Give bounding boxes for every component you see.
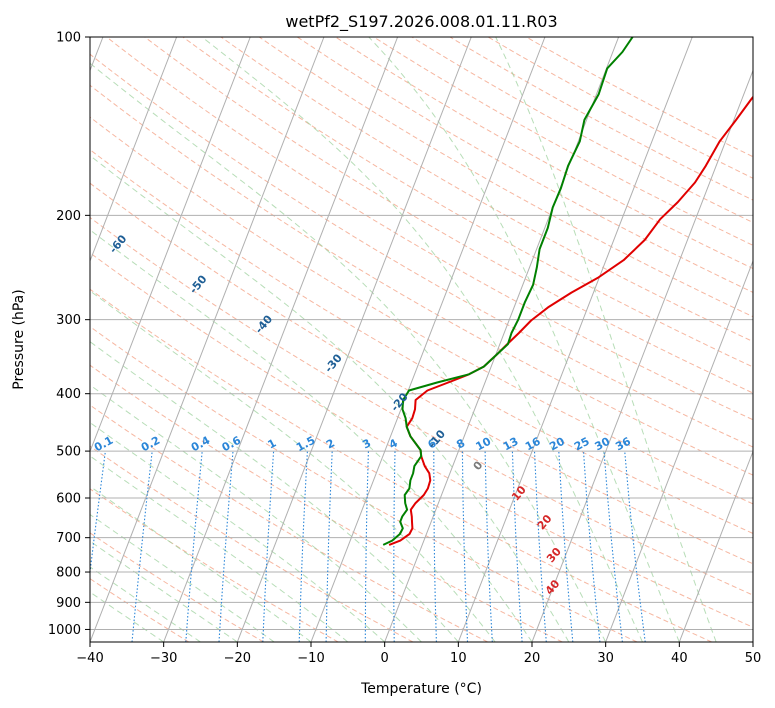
mixing-ratio-label: 16 <box>523 435 543 454</box>
moist-adiabat <box>90 421 386 642</box>
moist-adiabat <box>90 290 496 642</box>
mixing-ratio-line <box>624 451 646 642</box>
dry-adiabat <box>90 326 638 642</box>
mixing-ratio-label: 13 <box>501 435 521 454</box>
dry-adiabat <box>487 37 753 179</box>
moist-adiabat <box>90 155 570 642</box>
dry-adiabat <box>90 149 753 535</box>
mixing-ratio-label: 36 <box>613 435 633 454</box>
isotherm <box>310 37 546 642</box>
mixing-ratio-line <box>131 451 153 642</box>
dry-adiabat <box>90 445 414 642</box>
mixing-ratio-line <box>298 451 308 642</box>
temperature-profile-line <box>388 95 753 546</box>
x-tick-label: 10 <box>450 651 467 666</box>
moist-adiabat <box>90 513 275 642</box>
dry-adiabat <box>526 37 753 158</box>
dry-adiabat <box>90 84 753 476</box>
y-tick-label: 1000 <box>48 623 81 638</box>
y-tick-label: 700 <box>56 531 81 546</box>
dry-adiabat <box>90 53 753 448</box>
isotherm <box>90 37 251 453</box>
y-tick-label: 200 <box>56 209 81 224</box>
dry-adiabat <box>90 404 488 642</box>
isotherm <box>678 450 753 642</box>
dry-adiabat <box>90 216 753 596</box>
dry-adiabat <box>106 37 753 421</box>
x-tick-label: 20 <box>524 651 541 666</box>
x-tick-label: 50 <box>745 651 762 666</box>
moist-adiabat <box>90 540 238 642</box>
mixing-ratio-line <box>393 451 396 642</box>
y-tick-label: 600 <box>56 492 81 507</box>
chart-title: wetPf2_S197.2026.008.01.11.R03 <box>285 12 557 32</box>
mixing-ratio-line <box>433 451 437 642</box>
mixing-ratio-line <box>484 451 493 642</box>
y-axis-label: Pressure (hPa) <box>11 289 27 389</box>
mixing-ratio-line <box>364 451 369 642</box>
moist-adiabat <box>368 37 680 642</box>
moist-adiabat <box>90 229 533 642</box>
y-tick-label: 400 <box>56 387 81 402</box>
x-tick-label: −20 <box>224 651 251 666</box>
plot-frame <box>89 36 754 643</box>
moist-adiabat <box>201 37 643 642</box>
x-tick-label: −10 <box>297 651 324 666</box>
moist-adiabat <box>90 591 164 642</box>
isotherm <box>90 37 325 642</box>
moist-adiabat <box>90 455 349 642</box>
dry-adiabat <box>144 37 753 394</box>
x-tick-label: 30 <box>597 651 614 666</box>
dewpoint-profile-line <box>382 37 634 546</box>
y-tick-label: 500 <box>56 445 81 460</box>
moist-adiabat <box>90 566 201 642</box>
mixing-ratio-label: 20 <box>547 435 567 454</box>
isotherm <box>531 69 753 642</box>
dry-adiabat <box>90 288 712 642</box>
y-tick-label: 800 <box>56 566 81 581</box>
dry-adiabat <box>373 37 753 246</box>
isotherm <box>163 37 399 642</box>
mixing-ratio-label: 10 <box>474 435 494 454</box>
x-tick-label: 0 <box>381 651 389 666</box>
x-axis-label: Temperature (°C) <box>360 681 482 697</box>
isotherm <box>90 37 178 263</box>
dry-adiabat <box>220 37 753 343</box>
mixing-ratio-label: 30 <box>593 435 613 454</box>
mixing-ratio-line <box>582 451 601 642</box>
x-tick-label: −30 <box>150 651 177 666</box>
mixing-ratio-line <box>603 451 623 642</box>
mixing-ratio-line <box>461 451 469 642</box>
y-tick-label: 900 <box>56 596 81 611</box>
isotherm <box>605 259 753 642</box>
dry-adiabat <box>335 37 753 270</box>
x-tick-label: −40 <box>76 651 103 666</box>
dry-adiabat <box>258 37 753 318</box>
mixing-ratio-line <box>325 451 333 642</box>
isotherm <box>236 37 472 642</box>
y-tick-label: 100 <box>56 31 81 46</box>
isotherm <box>457 37 693 642</box>
y-tick-label: 300 <box>56 313 81 328</box>
mixing-ratio-label: 25 <box>572 435 592 454</box>
x-tick-label: 40 <box>671 651 688 666</box>
dry-adiabat <box>90 364 563 642</box>
mixing-ratio-line <box>90 451 106 577</box>
moist-adiabat <box>90 384 422 642</box>
